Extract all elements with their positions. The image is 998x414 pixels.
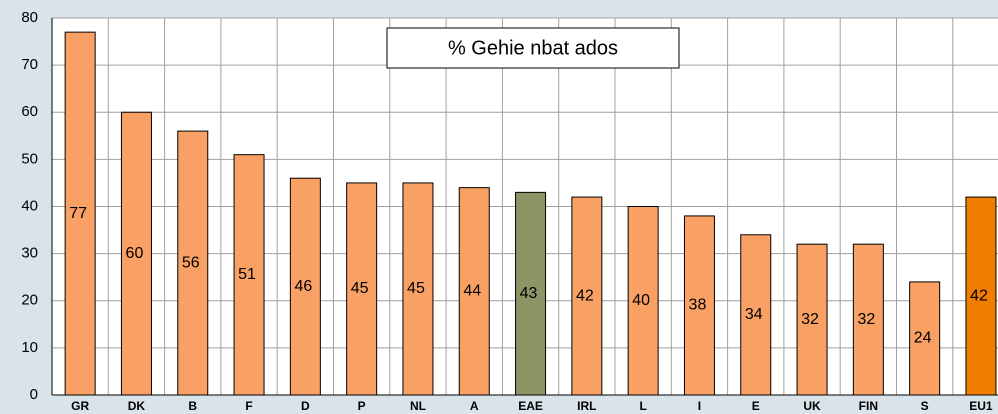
data-label: 42 (576, 287, 594, 304)
y-tick-label: 0 (30, 386, 38, 403)
data-label: 56 (182, 254, 200, 271)
bar (233, 154, 265, 396)
bar (177, 130, 209, 396)
bar (458, 187, 490, 396)
bar (683, 215, 715, 396)
data-label: 46 (294, 278, 312, 295)
data-label: 32 (801, 311, 819, 328)
x-tick-label: FIN (859, 399, 878, 413)
x-tick-label: S (921, 399, 929, 413)
bar (402, 182, 434, 396)
x-tick-label: I (698, 399, 701, 413)
data-label: 44 (463, 283, 481, 300)
y-tick-label: 30 (21, 245, 38, 262)
data-label: 77 (69, 205, 87, 222)
data-label: 24 (914, 330, 932, 347)
chart-title: % Gehie nbat ados (448, 37, 618, 59)
x-tick-label: D (301, 399, 310, 413)
data-label: 42 (970, 287, 988, 304)
x-tick-label: EU1 (969, 399, 993, 413)
bar (796, 243, 828, 396)
x-tick-label: GR (71, 399, 89, 413)
x-tick-label: E (752, 399, 760, 413)
x-tick-label: B (188, 399, 197, 413)
data-label: 60 (126, 245, 144, 262)
y-tick-label: 50 (21, 150, 38, 167)
bar (740, 234, 772, 396)
bar (965, 196, 997, 396)
data-label: 45 (407, 280, 425, 297)
y-tick-label: 40 (21, 197, 38, 214)
bar (909, 281, 941, 396)
bar (120, 111, 152, 396)
x-tick-label: DK (128, 399, 146, 413)
data-label: 34 (745, 306, 763, 323)
title-box (386, 27, 680, 69)
x-tick-label: UK (803, 399, 821, 413)
data-label: 38 (689, 297, 707, 314)
x-tick-label: F (245, 399, 252, 413)
y-tick-label: 80 (21, 9, 38, 26)
data-label: 40 (632, 292, 650, 309)
x-tick-label: IRL (577, 399, 596, 413)
x-tick-label: A (470, 399, 479, 413)
data-label: 32 (857, 311, 875, 328)
bar (346, 182, 378, 396)
bar (571, 196, 603, 396)
x-tick-label: P (358, 399, 366, 413)
bar (515, 191, 547, 396)
x-tick-label: NL (410, 399, 426, 413)
x-tick-label: EAE (518, 399, 543, 413)
y-tick-label: 70 (21, 56, 38, 73)
bar (627, 206, 659, 396)
bar (852, 243, 884, 396)
y-tick-label: 60 (21, 103, 38, 120)
y-tick-label: 20 (21, 292, 38, 309)
data-label: 43 (520, 285, 538, 302)
data-label: 45 (351, 280, 369, 297)
bar (64, 31, 96, 396)
y-tick-label: 10 (21, 339, 38, 356)
data-label: 51 (238, 266, 256, 283)
x-tick-label: L (639, 399, 646, 413)
